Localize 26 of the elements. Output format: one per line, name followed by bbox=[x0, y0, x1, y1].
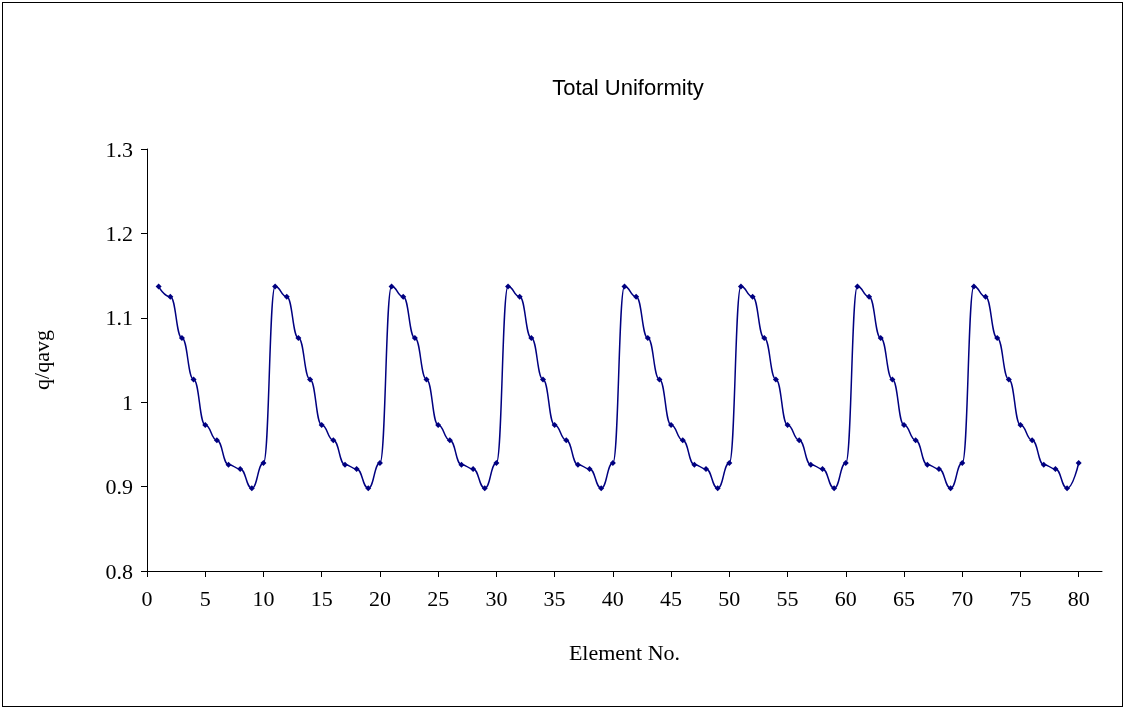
x-tick-label: 40 bbox=[601, 585, 624, 611]
x-tick-label: 50 bbox=[718, 585, 741, 611]
x-tick-label: 30 bbox=[485, 585, 508, 611]
x-tick-label: 70 bbox=[951, 585, 974, 611]
x-tick-label: 45 bbox=[660, 585, 683, 611]
x-tick-label: 5 bbox=[199, 585, 211, 611]
x-axis-title: Element No. bbox=[568, 639, 681, 665]
y-tick-label: 1.1 bbox=[105, 305, 133, 331]
y-tick-label: 1.2 bbox=[105, 220, 133, 246]
y-axis-title: q/qavg bbox=[28, 330, 54, 390]
x-tick-label: 80 bbox=[1067, 585, 1090, 611]
x-tick-label: 65 bbox=[893, 585, 916, 611]
chart-title: Total Uniformity bbox=[552, 74, 704, 100]
x-tick-label: 75 bbox=[1009, 585, 1032, 611]
x-tick-label: 55 bbox=[776, 585, 799, 611]
x-tick-label: 15 bbox=[310, 585, 333, 611]
x-tick-label: 25 bbox=[427, 585, 450, 611]
y-tick-label: 1 bbox=[122, 389, 133, 415]
x-tick-label: 20 bbox=[368, 585, 391, 611]
x-tick-label: 60 bbox=[834, 585, 857, 611]
y-tick-label: 0.8 bbox=[105, 558, 133, 584]
x-tick-label: 0 bbox=[141, 585, 153, 611]
y-tick-label: 0.9 bbox=[105, 474, 133, 500]
y-tick-label: 1.3 bbox=[105, 136, 133, 162]
x-tick-label: 35 bbox=[543, 585, 566, 611]
x-tick-label: 10 bbox=[252, 585, 275, 611]
